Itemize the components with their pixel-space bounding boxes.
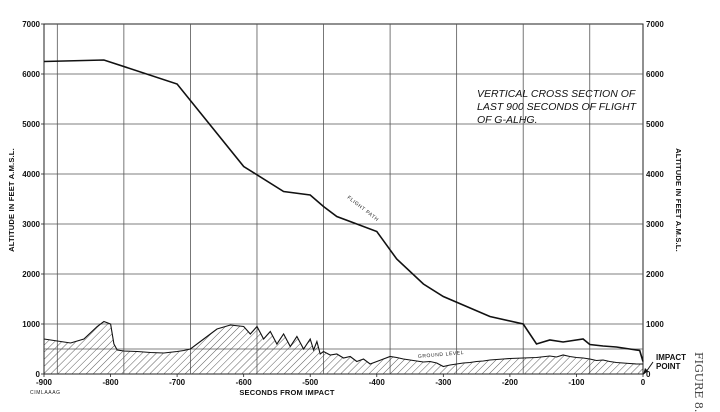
grid xyxy=(44,24,643,374)
y-axis-title-left: ALTITUDE IN FEET A.M.S.L. xyxy=(7,148,16,252)
x-tick-label: -500 xyxy=(302,378,319,387)
title-line-1: VERTICAL CROSS SECTION OF xyxy=(477,88,636,100)
x-tick-label: -400 xyxy=(369,378,386,387)
y-tick-label-right: 0 xyxy=(646,370,651,379)
y-axis-left: 0 1000 2000 3000 4000 5000 6000 7000 xyxy=(22,20,44,379)
y-tick-label-right: 6000 xyxy=(646,70,664,79)
x-tick-label: -100 xyxy=(568,378,585,387)
y-tick-label-left: 0 xyxy=(36,370,41,379)
x-tick-label: -200 xyxy=(502,378,519,387)
chart-frame xyxy=(43,23,644,375)
flight-path-label: FLIGHT PATH xyxy=(346,195,380,223)
y-tick-label-right: 2000 xyxy=(646,270,664,279)
title-line-2: LAST 900 SECONDS OF FLIGHT xyxy=(477,101,638,113)
figure-number: FIGURE 8. xyxy=(692,352,705,412)
y-tick-label-left: 3000 xyxy=(22,220,40,229)
flight-path-line xyxy=(43,59,644,362)
ground-level-label: GROUND LEVEL xyxy=(418,350,465,360)
impact-arrow xyxy=(643,361,654,375)
impact-label: IMPACT xyxy=(656,353,686,362)
x-tick-label: -700 xyxy=(169,378,186,387)
x-axis-title: SECONDS FROM IMPACT xyxy=(239,388,335,397)
ground-level-line xyxy=(43,320,643,368)
impact-point-label: POINT xyxy=(656,362,681,371)
y-tick-label-left: 4000 xyxy=(22,170,40,179)
y-tick-label-right: 4000 xyxy=(646,170,664,179)
y-tick-label-left: 7000 xyxy=(22,20,40,29)
y-tick-label-right: 7000 xyxy=(646,20,664,29)
y-tick-label-left: 5000 xyxy=(22,120,40,129)
ground-level-area xyxy=(44,321,643,374)
x-tick-label: -300 xyxy=(435,378,452,387)
y-tick-label-right: 3000 xyxy=(646,220,664,229)
x-tick-label: -900 xyxy=(36,378,53,387)
y-axis-title-right: ALTITUDE IN FEET A.M.S.L. xyxy=(674,148,683,252)
y-tick-label-right: 1000 xyxy=(646,320,664,329)
title-line-3: OF G-ALHG. xyxy=(477,114,537,126)
y-axis-right: 0 1000 2000 3000 4000 5000 6000 7000 xyxy=(646,20,664,379)
footer-left-mark: CIMLAAAG xyxy=(30,390,61,396)
x-tick-label: -600 xyxy=(236,378,253,387)
chart-title: VERTICAL CROSS SECTION OF LAST 900 SECON… xyxy=(477,88,638,126)
y-tick-label-right: 5000 xyxy=(646,120,664,129)
y-tick-label-left: 1000 xyxy=(22,320,40,329)
x-tick-label: 0 xyxy=(641,378,646,387)
x-tick-label: -800 xyxy=(103,378,120,387)
y-tick-label-left: 6000 xyxy=(22,70,40,79)
x-axis: -900 -800 -700 -600 -500 -400 -300 -200 -100 0 xyxy=(36,374,646,387)
y-tick-label-left: 2000 xyxy=(22,270,40,279)
